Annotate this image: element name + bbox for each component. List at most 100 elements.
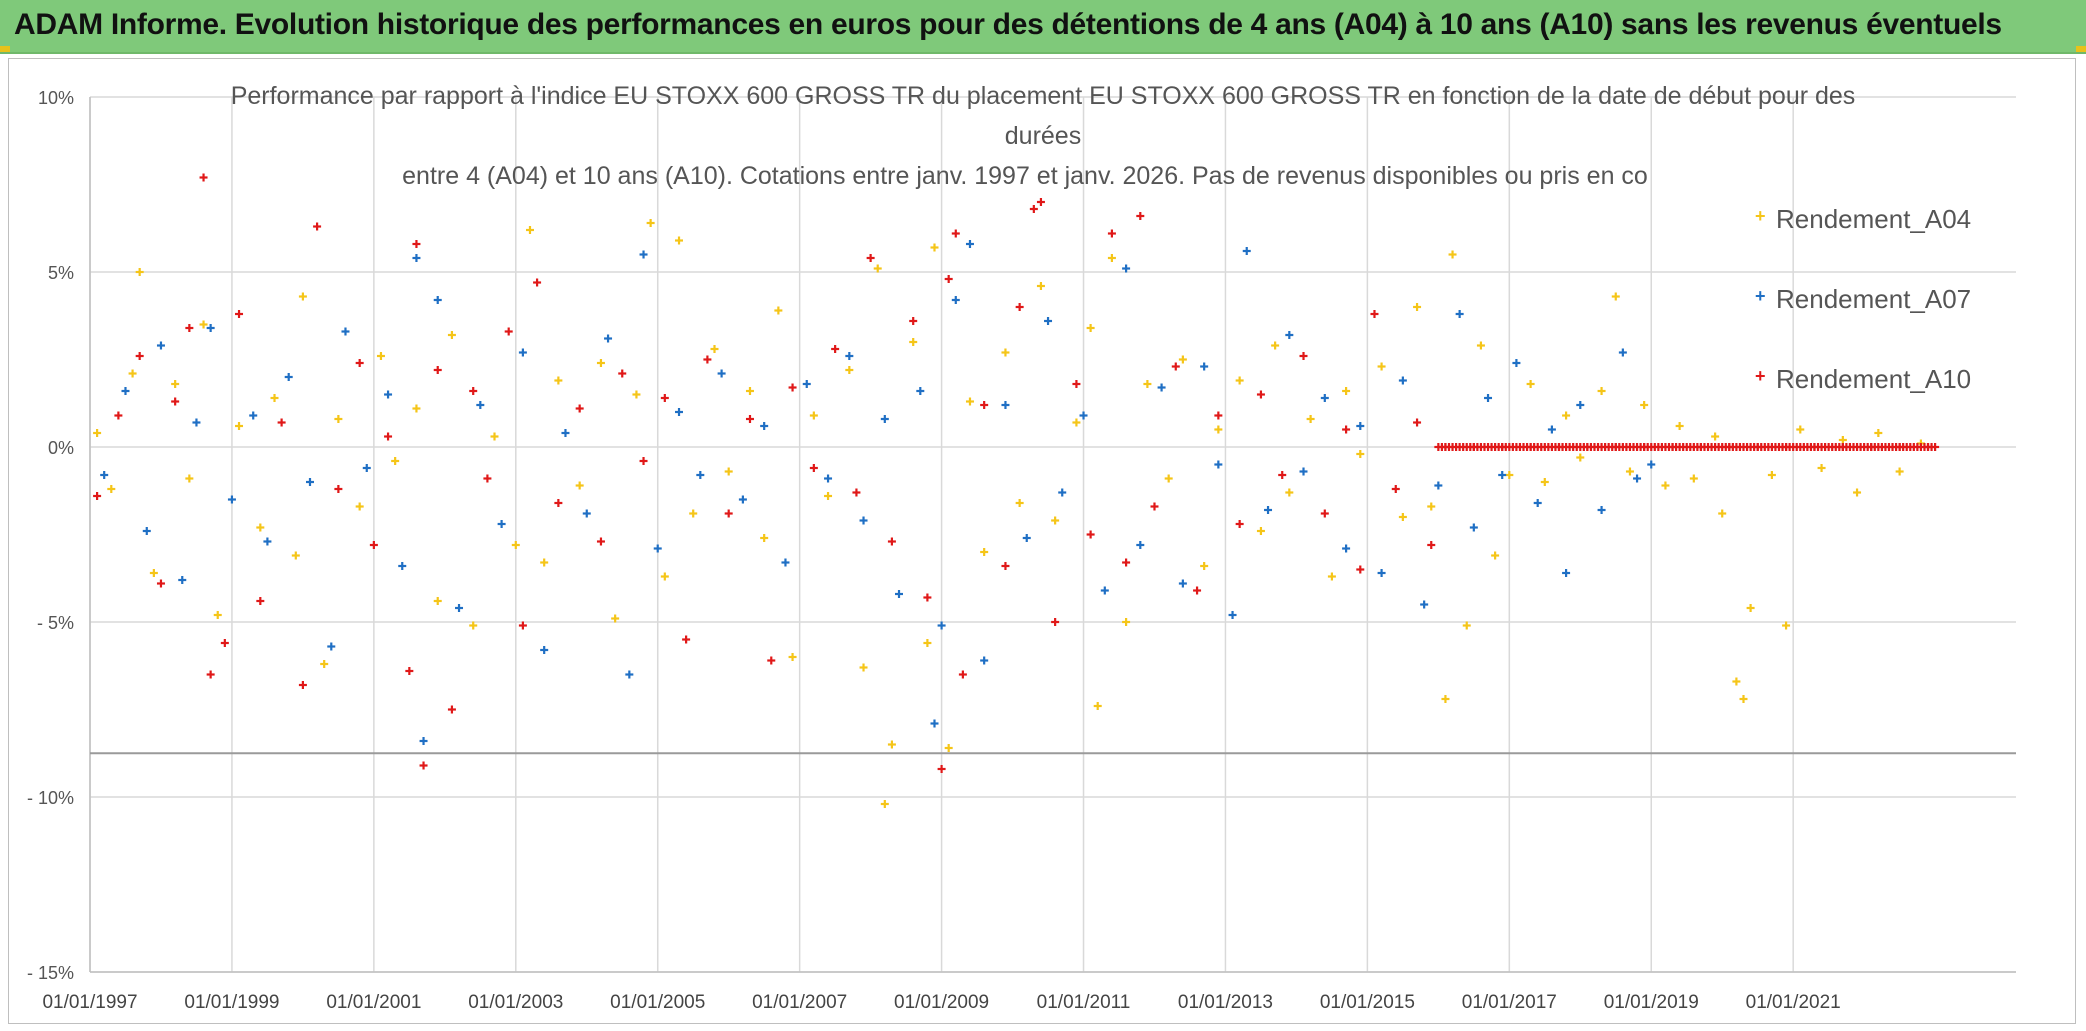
point-rendement-a10: [1136, 212, 1145, 220]
point-rendement-a07: [412, 254, 421, 262]
point-rendement-a07: [142, 527, 151, 535]
point-rendement-a10: [469, 387, 478, 395]
point-rendement-a07: [1562, 569, 1571, 577]
point-rendement-a10: [1931, 443, 1940, 451]
point-rendement-a04: [710, 345, 719, 353]
point-rendement-a10: [554, 499, 563, 507]
x-tick-label: 01/01/2009: [894, 992, 989, 1013]
point-rendement-a04: [596, 359, 605, 367]
point-rendement-a04: [1817, 464, 1826, 472]
point-rendement-a04: [1625, 467, 1634, 476]
point-rendement-a10: [518, 621, 527, 630]
point-rendement-a07: [362, 464, 371, 472]
point-rendement-a04: [1036, 282, 1045, 290]
point-rendement-a04: [1441, 695, 1450, 703]
point-rendement-a07: [206, 324, 215, 332]
point-rendement-a04: [1342, 387, 1351, 395]
point-rendement-a10: [369, 541, 378, 549]
point-rendement-a10: [1051, 618, 1060, 626]
point-rendement-a07: [1044, 317, 1053, 325]
legend-marker-a04: +: [1755, 206, 1766, 226]
point-rendement-a07: [965, 240, 974, 248]
x-tick-label: 01/01/2003: [468, 992, 563, 1013]
point-rendement-a07: [675, 408, 684, 416]
point-rendement-a04: [1327, 572, 1336, 581]
x-tick-label: 01/01/1999: [184, 992, 279, 1013]
point-rendement-a04: [1178, 355, 1187, 364]
point-rendement-a07: [121, 387, 130, 395]
point-rendement-a04: [149, 569, 158, 577]
point-rendement-a10: [596, 537, 605, 546]
point-rendement-a07: [951, 296, 960, 304]
point-rendement-a07: [937, 621, 946, 630]
point-rendement-a07: [540, 646, 549, 654]
point-rendement-a04: [1796, 425, 1805, 434]
point-rendement-a04: [1895, 467, 1904, 476]
point-rendement-a10: [433, 366, 442, 374]
point-rendement-a04: [235, 422, 244, 430]
point-rendement-a04: [1001, 348, 1010, 357]
legend-marker-a07: +: [1755, 286, 1766, 306]
x-tick-label: 01/01/2011: [1037, 992, 1131, 1013]
point-rendement-a07: [1079, 411, 1088, 420]
grid-layer: [89, 96, 2016, 973]
legend-label-a10: Rendement_A10: [1776, 364, 1972, 394]
point-rendement-a07: [1178, 579, 1187, 588]
point-rendement-a04: [1675, 422, 1684, 430]
point-rendement-a10: [944, 275, 953, 283]
point-rendement-a10: [277, 418, 286, 427]
point-rendement-a07: [1469, 523, 1478, 532]
y-tick-label: 10%: [38, 88, 74, 108]
point-rendement-a04: [1271, 341, 1280, 350]
point-rendement-a10: [1320, 509, 1329, 518]
point-rendement-a04: [320, 660, 329, 668]
point-rendement-a04: [880, 800, 889, 808]
point-rendement-a04: [1448, 250, 1457, 259]
point-rendement-a04: [980, 548, 989, 556]
point-rendement-a07: [398, 562, 407, 570]
point-rendement-a07: [455, 604, 464, 612]
point-rendement-a04: [447, 331, 456, 339]
point-rendement-a04: [1356, 450, 1365, 458]
point-rendement-a10: [1278, 471, 1287, 479]
point-rendement-a04: [873, 264, 882, 273]
y-tick-label: - 15%: [27, 963, 74, 983]
point-rendement-a07: [561, 429, 570, 437]
point-rendement-a10: [1256, 390, 1265, 399]
point-rendement-a07: [1200, 362, 1209, 371]
point-rendement-a10: [767, 656, 776, 665]
point-rendement-a04: [1200, 562, 1209, 570]
point-rendement-a10: [1235, 520, 1244, 528]
point-rendement-a10: [206, 670, 215, 679]
point-rendement-a04: [575, 481, 584, 490]
point-rendement-a07: [880, 415, 889, 423]
point-rendement-a10: [682, 635, 691, 644]
point-rendement-a07: [284, 373, 293, 381]
point-rendement-a10: [887, 537, 896, 546]
point-rendement-a07: [1285, 331, 1294, 339]
point-rendement-a04: [1711, 432, 1720, 441]
point-rendement-a10: [1391, 485, 1400, 493]
point-rendement-a10: [185, 324, 194, 332]
point-rendement-a07: [859, 516, 868, 525]
point-rendement-a10: [171, 397, 180, 406]
point-rendement-a07: [1136, 541, 1145, 549]
point-rendement-a04: [1562, 411, 1571, 420]
point-rendement-a04: [965, 397, 974, 406]
point-rendement-a07: [1398, 376, 1407, 385]
point-rendement-a10: [958, 670, 967, 679]
point-rendement-a07: [916, 387, 925, 395]
point-rendement-a10: [93, 492, 102, 500]
point-rendement-a04: [1782, 621, 1791, 630]
point-rendement-a10: [1001, 562, 1010, 570]
point-rendement-a10: [866, 254, 875, 262]
point-rendement-a07: [497, 520, 506, 528]
point-rendement-a04: [1143, 380, 1152, 388]
point-rendement-a04: [540, 558, 549, 567]
point-rendement-a07: [1455, 310, 1464, 318]
point-rendement-a04: [760, 534, 769, 542]
point-rendement-a07: [1342, 544, 1351, 553]
point-rendement-a04: [611, 614, 620, 623]
point-rendement-a07: [895, 590, 904, 598]
point-rendement-a10: [1122, 558, 1131, 567]
